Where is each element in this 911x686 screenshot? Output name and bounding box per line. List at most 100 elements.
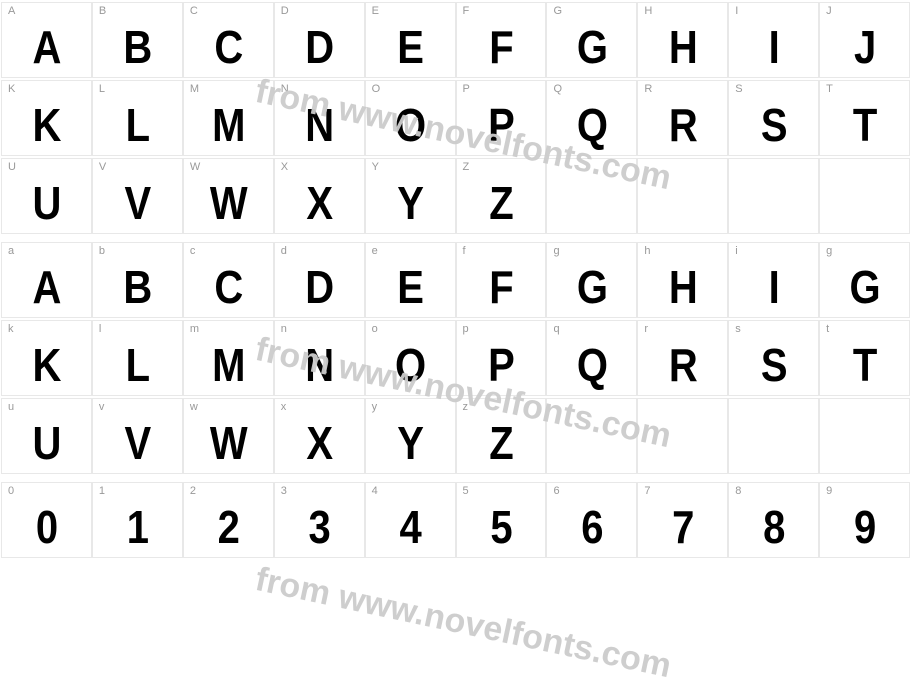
glyph-cell: aA — [1, 242, 92, 318]
glyph-cell-glyph: R — [638, 333, 727, 400]
glyph-cell: 77 — [637, 482, 728, 558]
glyph-cell-glyph: N — [275, 333, 364, 400]
glyph-cell: AA — [1, 2, 92, 78]
glyph-cell: 88 — [728, 482, 819, 558]
glyph-cell-glyph: 5 — [457, 495, 546, 562]
glyph-cell-glyph: S — [729, 93, 818, 160]
glyph-cell: vV — [92, 398, 183, 474]
glyph-cell: yY — [365, 398, 456, 474]
glyph-cell: EE — [365, 2, 456, 78]
glyph-cell-glyph: 7 — [638, 495, 727, 562]
glyph-row: AABBCCDDEEFFGGHHIIJJ — [1, 2, 910, 78]
glyph-cell-glyph: Q — [547, 93, 636, 160]
glyph-cell — [546, 158, 637, 234]
glyph-cell-glyph: 3 — [275, 495, 364, 562]
glyph-cell-label — [547, 159, 636, 175]
glyph-cell: kK — [1, 320, 92, 396]
glyph-cell-label — [547, 399, 636, 415]
glyph-cell: DD — [274, 2, 365, 78]
glyph-cell: FF — [456, 2, 547, 78]
glyph-cell: WW — [183, 158, 274, 234]
glyph-cell-glyph: 1 — [93, 495, 182, 562]
glyph-cell: iI — [728, 242, 819, 318]
glyph-cell: MM — [183, 80, 274, 156]
glyph-cell-glyph: I — [729, 255, 818, 322]
glyph-cell-glyph: 6 — [547, 495, 636, 562]
glyph-cell-glyph: M — [184, 93, 273, 160]
glyph-cell-glyph: P — [457, 93, 546, 160]
glyph-cell: VV — [92, 158, 183, 234]
glyph-cell: XX — [274, 158, 365, 234]
glyph-cell: CC — [183, 2, 274, 78]
glyph-cell: II — [728, 2, 819, 78]
glyph-cell: TT — [819, 80, 910, 156]
glyph-cell-glyph: Q — [547, 333, 636, 400]
glyph-cell: xX — [274, 398, 365, 474]
glyph-cell: nN — [274, 320, 365, 396]
glyph-cell-glyph: H — [638, 15, 727, 82]
glyph-cell: wW — [183, 398, 274, 474]
glyph-cell-glyph: Y — [366, 411, 455, 478]
glyph-cell-glyph: S — [729, 333, 818, 400]
glyph-cell: ZZ — [456, 158, 547, 234]
glyph-cell-glyph: B — [93, 255, 182, 322]
glyph-cell-glyph: H — [638, 255, 727, 322]
glyph-cell-glyph: P — [457, 333, 546, 400]
glyph-cell-glyph: 8 — [729, 495, 818, 562]
glyph-cell-glyph: U — [2, 411, 91, 478]
glyph-cell: pP — [456, 320, 547, 396]
glyph-row: KKLLMMNNOOPPQQRRSSTT — [1, 80, 910, 156]
glyph-cell: UU — [1, 158, 92, 234]
glyph-cell-glyph: W — [184, 411, 273, 478]
glyph-cell-glyph: Z — [457, 171, 546, 238]
glyph-cell: 00 — [1, 482, 92, 558]
glyph-cell — [546, 398, 637, 474]
glyph-cell: 33 — [274, 482, 365, 558]
glyph-cell: NN — [274, 80, 365, 156]
glyph-cell-glyph: U — [2, 171, 91, 238]
glyph-cell-glyph: N — [275, 93, 364, 160]
glyph-cell: qQ — [546, 320, 637, 396]
glyph-cell: OO — [365, 80, 456, 156]
glyph-cell: SS — [728, 80, 819, 156]
glyph-cell: 22 — [183, 482, 274, 558]
glyph-cell-glyph: Z — [457, 411, 546, 478]
glyph-cell: gG — [819, 242, 910, 318]
glyph-cell-glyph: Y — [366, 171, 455, 238]
glyph-cell-glyph: D — [275, 15, 364, 82]
glyph-cell-label — [729, 159, 818, 175]
glyph-row: uUvVwWxXyYzZ — [1, 398, 910, 474]
glyph-cell-label — [820, 159, 909, 175]
glyph-cell: QQ — [546, 80, 637, 156]
glyph-cell-glyph: T — [820, 333, 909, 400]
glyph-cell: mM — [183, 320, 274, 396]
glyph-cell-glyph: R — [638, 93, 727, 160]
glyph-cell-glyph: J — [820, 15, 909, 82]
glyph-cell: 11 — [92, 482, 183, 558]
glyph-cell: PP — [456, 80, 547, 156]
glyph-cell-glyph: W — [184, 171, 273, 238]
glyph-cell: KK — [1, 80, 92, 156]
glyph-cell-glyph: I — [729, 15, 818, 82]
glyph-cell: dD — [274, 242, 365, 318]
glyph-cell — [637, 398, 728, 474]
glyph-cell-glyph: G — [820, 255, 909, 322]
glyph-cell — [728, 398, 819, 474]
glyph-cell: lL — [92, 320, 183, 396]
glyph-cell-glyph: F — [457, 255, 546, 322]
font-character-map: AABBCCDDEEFFGGHHIIJJKKLLMMNNOOPPQQRRSSTT… — [0, 0, 911, 562]
glyph-cell: bB — [92, 242, 183, 318]
glyph-cell: tT — [819, 320, 910, 396]
glyph-cell-glyph: B — [93, 15, 182, 82]
glyph-cell-glyph: F — [457, 15, 546, 82]
glyph-cell-glyph: O — [366, 93, 455, 160]
glyph-cell-glyph: A — [2, 255, 91, 322]
glyph-row: 00112233445566778899 — [1, 482, 910, 558]
glyph-cell: zZ — [456, 398, 547, 474]
glyph-cell: oO — [365, 320, 456, 396]
glyph-cell-glyph: V — [93, 171, 182, 238]
glyph-row: aAbBcCdDeEfFgGhHiIgG — [1, 242, 910, 318]
glyph-cell: fF — [456, 242, 547, 318]
glyph-cell — [637, 158, 728, 234]
glyph-cell-label — [638, 159, 727, 175]
